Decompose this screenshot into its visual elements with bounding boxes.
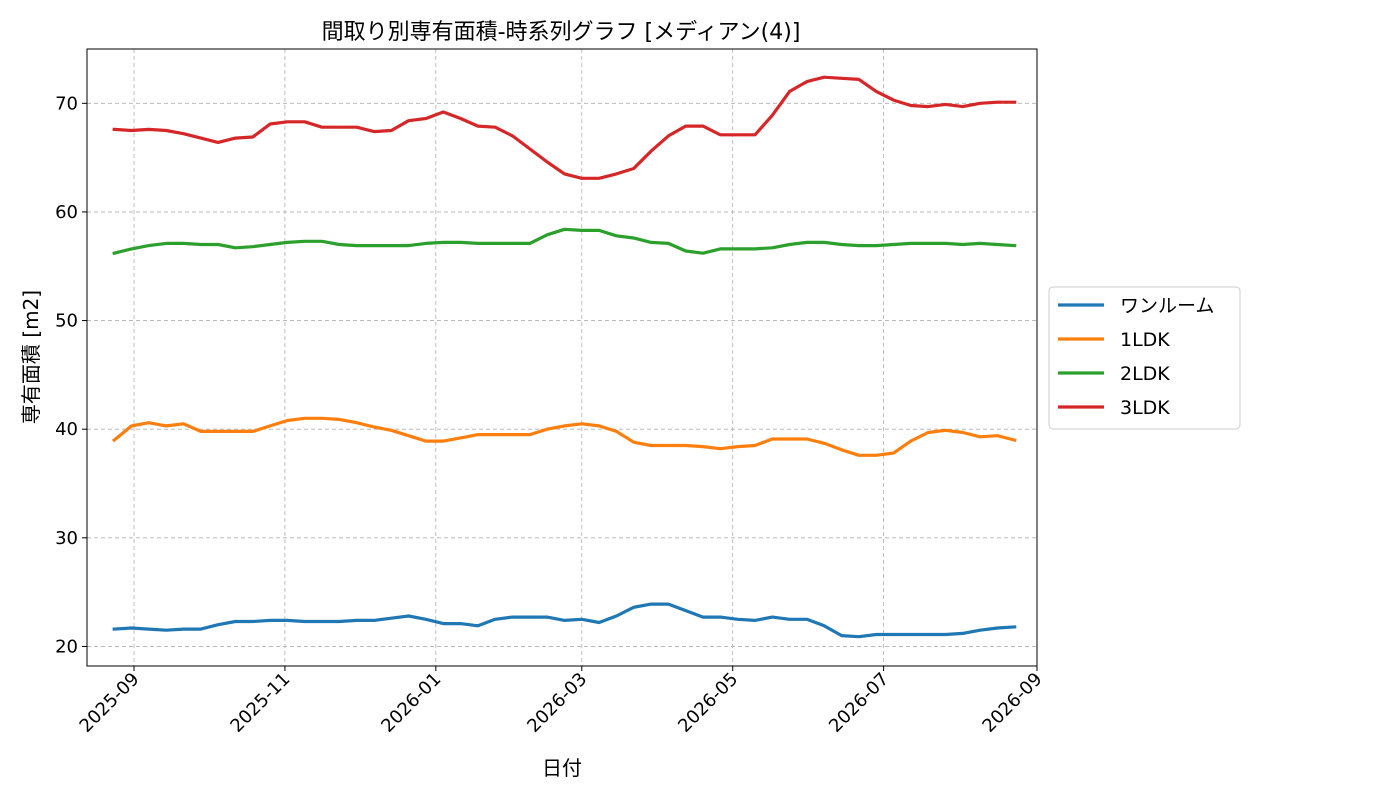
grid-lines (87, 49, 1038, 666)
x-tick-label: 2026-07 (825, 669, 893, 737)
x-tick-label: 2026-01 (377, 669, 445, 737)
legend-label: 3LDK (1120, 397, 1170, 419)
y-tick-label: 50 (55, 311, 78, 332)
x-tick-label: 2026-09 (978, 669, 1046, 737)
legend: ワンルーム 1LDK 2LDK 3LDK (1048, 286, 1241, 430)
y-tick-label: 70 (55, 93, 78, 114)
legend-label: 1LDK (1120, 329, 1170, 351)
x-axis-label: 日付 (542, 756, 582, 780)
y-axis-ticks: 20 30 40 50 60 70 (55, 93, 87, 657)
y-tick-label: 20 (55, 636, 78, 657)
x-tick-label: 2026-05 (674, 669, 742, 737)
series-line-3 (112, 227, 1017, 256)
chart-title: 間取り別専有面積-時系列グラフ [メディアン(4)] (322, 20, 801, 45)
legend-label: 2LDK (1120, 363, 1170, 385)
y-axis-label: 専有面積 [m2] (19, 290, 43, 424)
x-tick-label: 2025-11 (226, 669, 294, 737)
y-tick-label: 30 (55, 528, 78, 549)
legend-box (1048, 286, 1241, 430)
legend-label: ワンルーム (1120, 295, 1214, 317)
series-lines (111, 75, 1017, 639)
x-tick-label: 2026-03 (523, 669, 591, 737)
x-axis-ticks: 2025-09 2025-11 2026-01 2026-03 2026-05 2026-… (76, 666, 1047, 737)
series-line-1 (112, 602, 1017, 639)
plot-area-frame (86, 48, 1038, 667)
x-tick-label: 2025-09 (76, 669, 144, 737)
series-line-2 (111, 416, 1017, 457)
series-line-4 (112, 75, 1017, 180)
y-tick-label: 60 (55, 202, 78, 223)
y-tick-label: 40 (55, 419, 78, 440)
